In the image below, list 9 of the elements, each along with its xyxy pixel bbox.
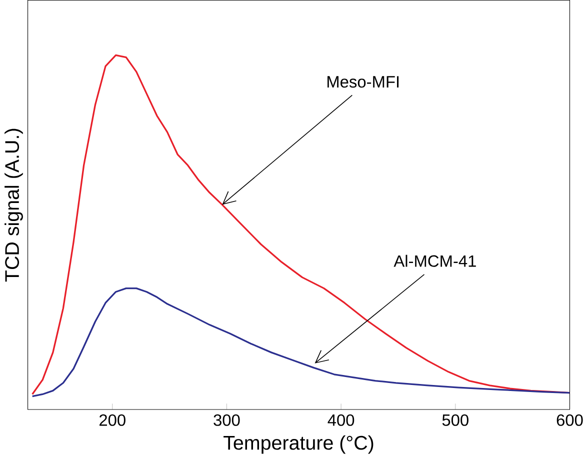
- x-tick-label: 200: [100, 414, 126, 426]
- x-axis-title: Temperature (°C): [224, 435, 374, 454]
- annotation: Al-MCM-41: [394, 254, 476, 267]
- x-tick-label: 600: [556, 414, 583, 426]
- annotation: Meso-MFI: [328, 76, 399, 88]
- y-axis-title: TCD signal (A.U.): [4, 128, 23, 282]
- x-tick-label: 400: [328, 414, 354, 426]
- x-tick-label: 500: [442, 414, 468, 426]
- x-tick-label: 300: [214, 414, 240, 426]
